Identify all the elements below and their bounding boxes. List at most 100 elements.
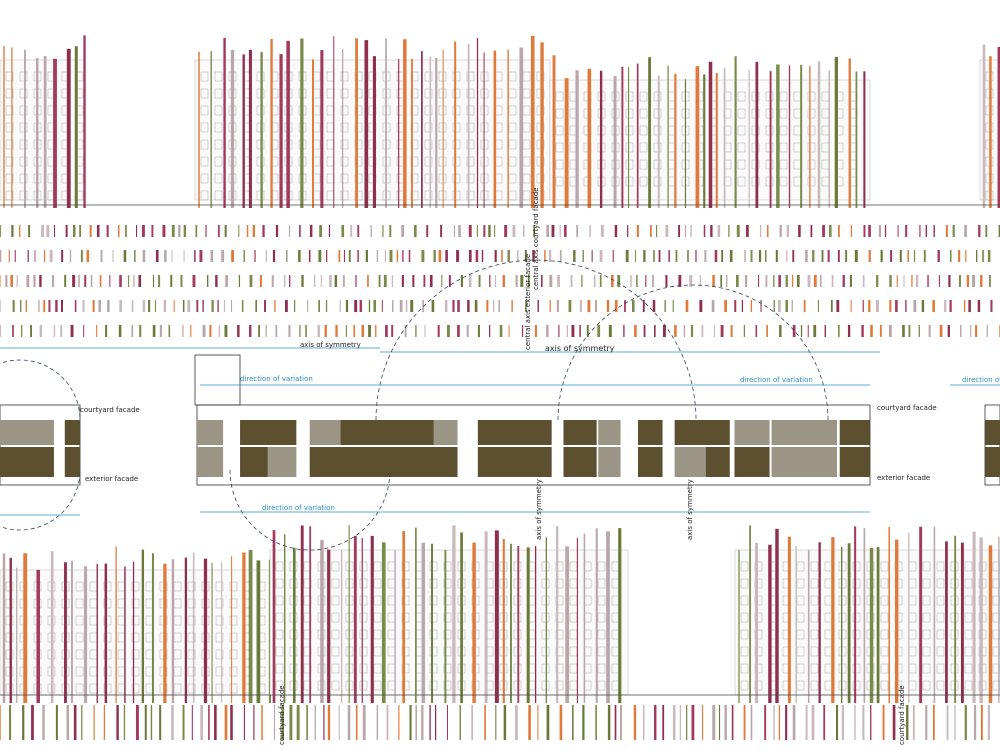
label: axis of symmetry — [535, 479, 543, 540]
window — [964, 595, 973, 606]
window — [5, 173, 14, 184]
window — [838, 612, 847, 623]
window — [740, 680, 749, 691]
window — [103, 683, 112, 694]
unit — [477, 420, 520, 445]
window — [443, 595, 452, 606]
window — [555, 612, 564, 623]
window — [555, 176, 564, 187]
window — [359, 595, 368, 606]
window — [964, 646, 973, 657]
window — [368, 156, 377, 167]
window — [373, 595, 382, 606]
window — [5, 105, 14, 116]
window — [424, 88, 433, 99]
window — [936, 663, 945, 674]
window — [922, 663, 931, 674]
window — [424, 105, 433, 116]
window — [880, 646, 889, 657]
window — [625, 108, 634, 119]
window — [410, 71, 419, 82]
window — [541, 561, 550, 572]
window — [75, 632, 84, 643]
window — [754, 595, 763, 606]
window — [75, 598, 84, 609]
window — [508, 122, 517, 133]
window — [103, 581, 112, 592]
window — [625, 125, 634, 136]
window — [625, 91, 634, 102]
window — [438, 122, 447, 133]
window — [187, 649, 196, 660]
window — [214, 156, 223, 167]
window — [894, 629, 903, 640]
window — [131, 598, 140, 609]
window — [340, 122, 349, 133]
unit — [366, 420, 409, 445]
label: axis of symmetry — [545, 344, 615, 353]
window — [452, 122, 461, 133]
unit — [985, 447, 1000, 477]
window — [424, 190, 433, 201]
window — [880, 680, 889, 691]
window — [740, 629, 749, 640]
window — [466, 88, 475, 99]
window — [187, 581, 196, 592]
unit — [839, 447, 870, 477]
window — [424, 156, 433, 167]
unit — [598, 447, 621, 477]
window — [200, 156, 209, 167]
window — [331, 663, 340, 674]
window — [555, 125, 564, 136]
window — [452, 173, 461, 184]
window — [229, 598, 238, 609]
window — [401, 629, 410, 640]
window — [508, 190, 517, 201]
window — [796, 680, 805, 691]
window — [200, 71, 209, 82]
window — [555, 159, 564, 170]
window — [443, 646, 452, 657]
unit — [798, 420, 837, 445]
window — [807, 125, 816, 136]
window — [131, 581, 140, 592]
window — [555, 680, 564, 691]
unit — [637, 420, 663, 445]
window — [429, 595, 438, 606]
window — [438, 71, 447, 82]
window — [779, 176, 788, 187]
window — [429, 561, 438, 572]
window — [354, 190, 363, 201]
window — [229, 649, 238, 660]
window — [754, 646, 763, 657]
window — [992, 578, 1000, 589]
window — [5, 581, 14, 592]
window — [508, 173, 517, 184]
window — [75, 581, 84, 592]
window — [410, 122, 419, 133]
window — [354, 122, 363, 133]
window — [340, 71, 349, 82]
window — [936, 561, 945, 572]
window — [424, 139, 433, 150]
window — [936, 629, 945, 640]
window — [653, 91, 662, 102]
window — [331, 595, 340, 606]
window — [541, 629, 550, 640]
window — [653, 159, 662, 170]
window — [19, 156, 28, 167]
window — [438, 173, 447, 184]
window — [275, 680, 284, 691]
unit — [839, 420, 870, 445]
window — [754, 629, 763, 640]
unit — [433, 420, 458, 445]
window — [597, 561, 606, 572]
window — [894, 595, 903, 606]
window — [653, 176, 662, 187]
window — [131, 683, 140, 694]
window — [229, 581, 238, 592]
window — [131, 666, 140, 677]
window — [796, 578, 805, 589]
window — [200, 173, 209, 184]
unit — [734, 447, 770, 477]
